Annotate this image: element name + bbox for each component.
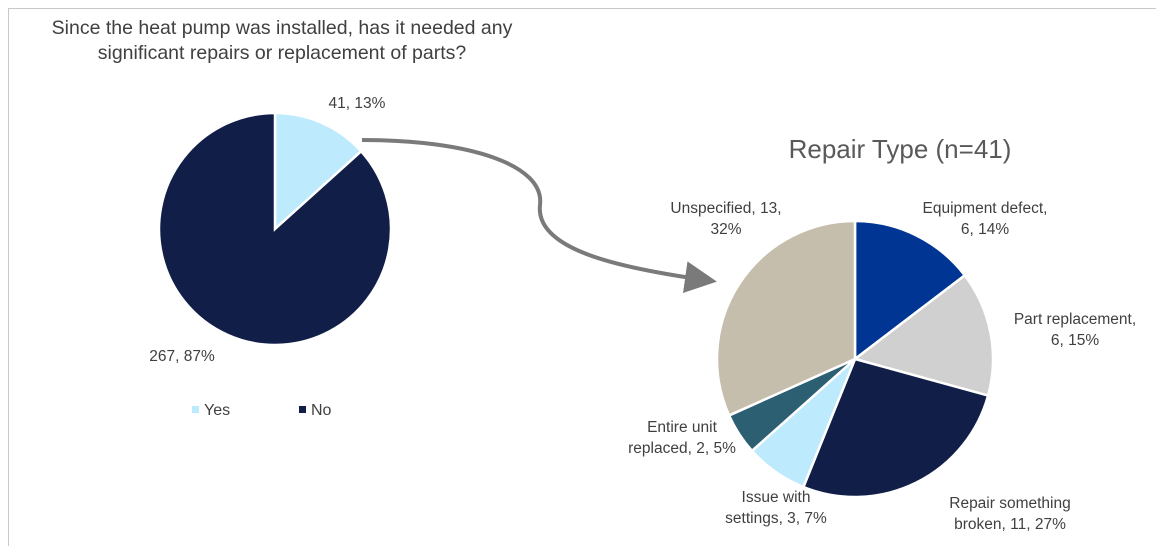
pie2-slice-equipment-defect xyxy=(853,219,967,362)
legend-swatch-yes xyxy=(192,406,199,413)
pie2-data-label-part-replacement: Part replacement, 6, 15% xyxy=(1014,311,1136,349)
pie1-slice-yes xyxy=(273,111,363,232)
legend-label-yes: Yes xyxy=(204,402,230,419)
pie2-slice-part-replacement xyxy=(852,273,995,398)
connector-arrow xyxy=(361,138,717,294)
pie2-data-label-equipment-defect: Equipment defect, 6, 14% xyxy=(923,200,1048,238)
pie2-data-label-repair-something-broken: Repair something broken, 11, 27% xyxy=(949,495,1070,533)
frame-border-left xyxy=(8,8,9,546)
pie1-data-label-no: 267, 87% xyxy=(149,348,215,365)
pie1-data-label-yes: 41, 13% xyxy=(329,95,386,112)
pie2-slice-repair-something-broken xyxy=(801,357,990,499)
repair-type-title: Repair Type (n=41) xyxy=(788,134,1012,164)
frame-border-top xyxy=(8,8,1156,9)
pie1-slice-no xyxy=(157,111,393,347)
legend-swatch-no xyxy=(299,406,306,413)
chart-title: Since the heat pump was installed, has i… xyxy=(51,17,513,64)
legend-label-no: No xyxy=(311,402,332,419)
pie2-data-label-issue-with-settings: Issue with settings, 3, 7% xyxy=(725,489,827,527)
pie2-slice-unspecified xyxy=(715,219,857,418)
pie2-data-label-entire-unit-replaced: Entire unit replaced, 2, 5% xyxy=(628,419,736,457)
pie2-data-label-unspecified: Unspecified, 13, 32% xyxy=(670,200,781,238)
